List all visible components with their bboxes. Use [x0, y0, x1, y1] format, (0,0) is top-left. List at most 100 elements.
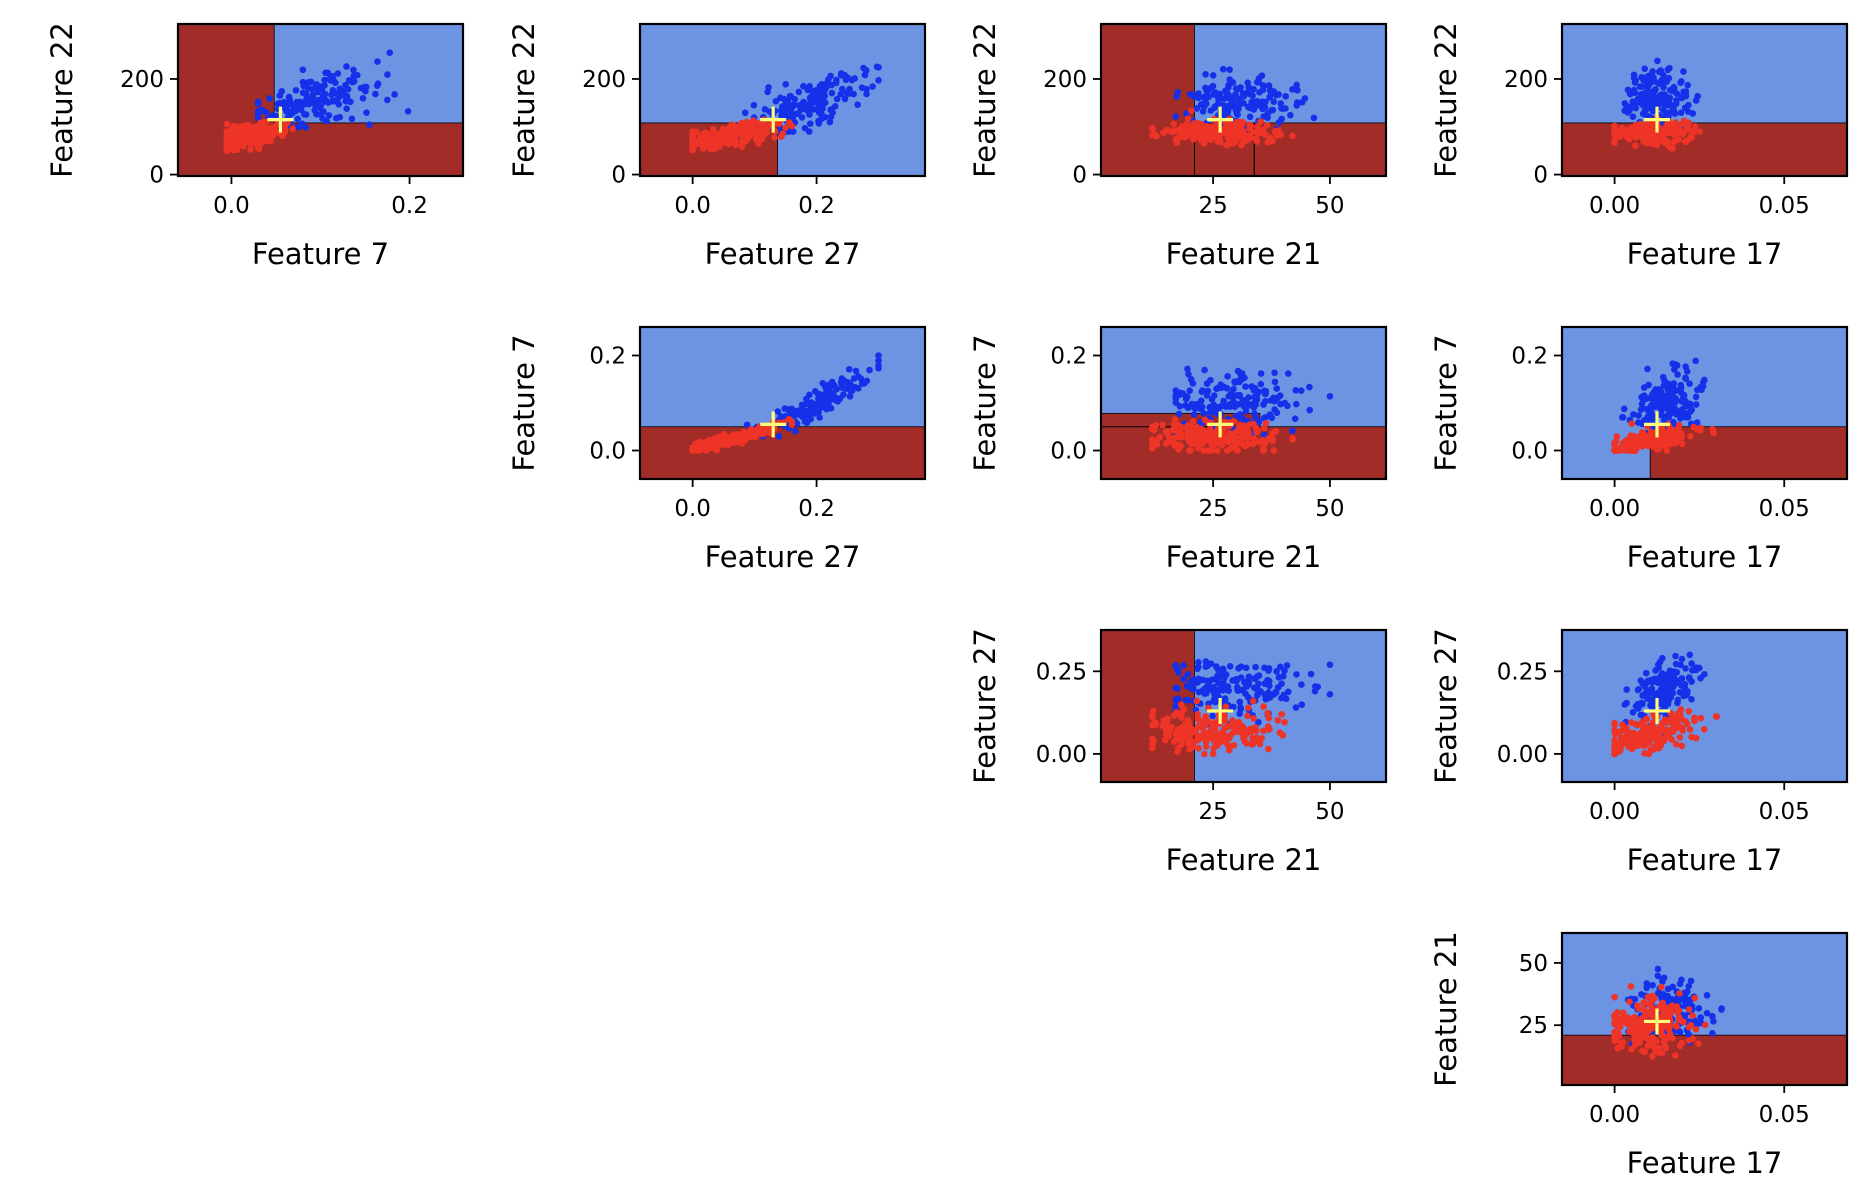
point-class-b — [1625, 447, 1632, 454]
point-class-a — [837, 72, 845, 79]
point-class-b — [1682, 137, 1690, 145]
point-class-a — [833, 95, 841, 103]
subplot-8: 25 50 0.00 0.25 Feature 21 Feature 27 — [968, 628, 1388, 877]
point-class-b — [1235, 718, 1243, 726]
point-class-b — [1632, 447, 1639, 454]
point-class-a — [808, 399, 815, 406]
point-class-b — [704, 141, 712, 148]
point-class-b — [1170, 120, 1178, 128]
point-class-a — [296, 123, 304, 130]
point-class-b — [1149, 722, 1156, 729]
point-class-a — [1293, 81, 1300, 89]
point-class-b — [1647, 1041, 1655, 1049]
point-class-a — [1692, 357, 1699, 365]
point-class-a — [848, 76, 856, 84]
y-tick-label: 0 — [1072, 163, 1087, 189]
point-class-b — [1172, 731, 1180, 738]
point-class-a — [863, 85, 870, 93]
point-class-a — [1681, 684, 1689, 692]
point-class-a — [1238, 687, 1246, 694]
point-class-a — [1686, 675, 1693, 683]
point-class-a — [1638, 991, 1645, 998]
point-class-b — [1672, 1022, 1680, 1030]
point-class-a — [1175, 669, 1182, 676]
point-class-b — [1260, 703, 1267, 710]
point-class-b — [1636, 1039, 1643, 1047]
plus-marker-icon — [1207, 106, 1234, 133]
point-class-a — [816, 87, 824, 95]
point-class-b — [1613, 1036, 1621, 1044]
point-class-b — [1236, 118, 1244, 126]
point-class-a — [1187, 376, 1195, 383]
point-class-b — [753, 426, 760, 434]
y-axis-label: Feature 22 — [968, 22, 1002, 178]
axes-frame — [638, 325, 927, 481]
region-boundary — [1101, 630, 1195, 782]
y-tick-label: 0.25 — [1497, 659, 1548, 685]
point-class-b — [1240, 134, 1247, 142]
point-class-a — [1277, 400, 1284, 408]
point-class-a — [1697, 1014, 1704, 1021]
point-class-a — [1643, 980, 1650, 987]
point-class-a — [1306, 383, 1313, 391]
point-class-b — [1655, 745, 1663, 752]
point-class-a — [828, 89, 836, 97]
point-class-a — [1665, 694, 1673, 701]
point-class-a — [391, 91, 398, 98]
y-axis-label: Feature 22 — [45, 22, 79, 178]
plus-marker-icon — [1207, 697, 1234, 724]
region-boundary — [640, 122, 778, 176]
point-class-b — [1225, 723, 1233, 730]
x-tick-label: 0.0 — [674, 193, 711, 219]
point-class-a — [1669, 996, 1676, 1003]
point-class-a — [1250, 85, 1257, 93]
plus-marker-icon — [1644, 106, 1670, 133]
point-class-b — [1643, 715, 1650, 722]
point-class-a — [827, 113, 835, 121]
point-class-a — [1256, 89, 1263, 96]
point-class-b — [1628, 420, 1635, 427]
point-class-a — [1657, 67, 1665, 74]
point-class-a — [334, 70, 342, 77]
point-class-a — [1199, 108, 1207, 115]
point-class-b — [1648, 133, 1656, 140]
point-class-a — [254, 110, 262, 118]
point-class-a — [1233, 110, 1241, 117]
region-class-b — [1562, 122, 1847, 176]
point-class-a — [1172, 399, 1180, 406]
point-class-b — [1201, 137, 1208, 144]
point-class-b — [715, 143, 723, 150]
point-class-a — [1245, 394, 1252, 401]
x-axis-label: Feature 17 — [1627, 1146, 1783, 1180]
point-class-b — [716, 135, 724, 142]
point-class-b — [1253, 123, 1261, 130]
point-class-a — [335, 100, 343, 108]
point-class-b — [719, 441, 727, 448]
point-class-a — [293, 104, 301, 112]
point-class-a — [798, 105, 806, 113]
point-class-b — [1201, 750, 1208, 758]
y-tick-label: 200 — [1504, 67, 1548, 93]
point-class-b — [1225, 746, 1233, 754]
point-class-a — [359, 95, 367, 102]
point-class-b — [1207, 425, 1214, 433]
point-class-a — [1270, 98, 1278, 105]
point-class-a — [789, 128, 797, 135]
point-class-b — [1184, 717, 1192, 724]
point-class-a — [1278, 104, 1285, 112]
point-class-a — [1272, 91, 1280, 99]
axes-frame — [1560, 931, 1849, 1087]
point-class-a — [1262, 98, 1269, 106]
point-class-a — [339, 88, 347, 96]
point-class-a — [833, 385, 840, 393]
y-tick-label: 0.00 — [1497, 742, 1548, 768]
point-class-a — [1671, 110, 1679, 117]
point-class-a — [821, 400, 828, 408]
point-class-b — [731, 438, 739, 446]
point-class-b — [1149, 735, 1156, 743]
point-class-a — [828, 81, 835, 89]
point-class-b — [1227, 121, 1235, 128]
point-class-a — [1271, 369, 1278, 377]
point-class-b — [1631, 1023, 1639, 1031]
point-class-b — [1661, 1042, 1669, 1050]
